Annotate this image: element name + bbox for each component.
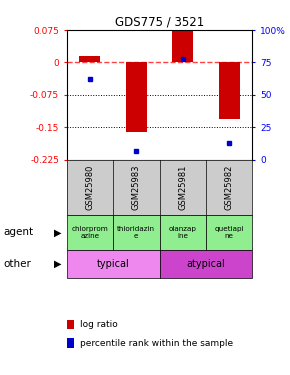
Text: olanzap
ine: olanzap ine (169, 226, 197, 239)
Text: thioridazin
e: thioridazin e (117, 226, 155, 239)
Text: GSM25980: GSM25980 (85, 164, 95, 210)
Text: percentile rank within the sample: percentile rank within the sample (80, 339, 233, 348)
Text: ▶: ▶ (54, 228, 62, 237)
Text: GSM25983: GSM25983 (132, 164, 141, 210)
Bar (67, 250, 160, 278)
Bar (67, 214, 113, 250)
Title: GDS775 / 3521: GDS775 / 3521 (115, 16, 204, 29)
Text: log ratio: log ratio (80, 320, 117, 329)
Bar (126, 62, 147, 132)
Text: typical: typical (97, 259, 129, 269)
Bar (160, 250, 252, 278)
Bar (113, 214, 160, 250)
Bar (172, 30, 193, 62)
Text: ▶: ▶ (54, 259, 62, 269)
Text: other: other (3, 259, 31, 269)
Text: chlorprom
azine: chlorprom azine (72, 226, 108, 239)
Text: atypical: atypical (186, 259, 225, 269)
Bar (160, 214, 206, 250)
Bar (219, 62, 240, 118)
Text: GSM25982: GSM25982 (224, 164, 234, 210)
Bar (79, 56, 100, 62)
Text: agent: agent (3, 228, 33, 237)
Text: GSM25981: GSM25981 (178, 164, 187, 210)
Text: quetiapi
ne: quetiapi ne (214, 226, 244, 239)
Bar (206, 214, 252, 250)
